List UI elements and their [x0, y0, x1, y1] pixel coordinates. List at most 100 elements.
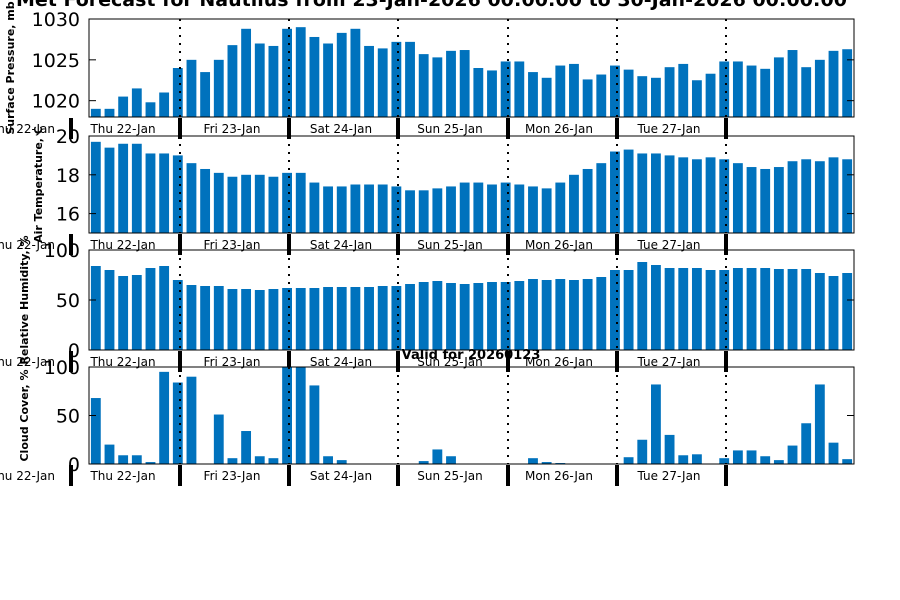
valid-date-subtitle: Valid for 20260123 [402, 348, 541, 363]
bar [582, 168, 593, 233]
bar [651, 77, 661, 117]
bar [773, 460, 784, 464]
bar [828, 276, 839, 350]
bar [295, 27, 306, 118]
bar [186, 163, 197, 233]
bar [541, 77, 552, 117]
bar [801, 423, 812, 464]
bar [418, 54, 429, 117]
bar [651, 153, 661, 233]
bar [104, 108, 115, 117]
bar [159, 371, 170, 464]
bar [336, 32, 347, 117]
bar [254, 290, 265, 350]
bar [268, 458, 279, 464]
bar [432, 281, 443, 350]
bar [268, 289, 279, 350]
x-day-label: Mon 26-Jan [525, 469, 593, 483]
bar [500, 182, 511, 233]
bar [391, 286, 402, 350]
bar [418, 461, 429, 464]
bar [500, 282, 511, 350]
bar [241, 174, 252, 233]
x-day-label: Thu 22-Jan [89, 238, 155, 252]
bar [159, 266, 170, 350]
x-day-label: Tue 27-Jan [636, 469, 700, 483]
bar [391, 186, 402, 233]
bar [487, 184, 497, 233]
bar [528, 458, 538, 464]
bar [637, 262, 648, 350]
bar [309, 288, 320, 350]
bar [282, 28, 292, 117]
bar [118, 455, 129, 464]
x-day-label: Fri 23-Jan [204, 238, 261, 252]
bar [746, 450, 757, 464]
bar [569, 174, 579, 233]
bar [446, 456, 456, 464]
bar [241, 431, 252, 464]
x-offpanel-label: Thu 22-Jan [0, 238, 55, 252]
bar [691, 80, 702, 117]
bar [200, 168, 211, 233]
bar [131, 143, 142, 233]
x-day-label: Fri 23-Jan [204, 469, 261, 483]
bar [323, 43, 333, 117]
bar [131, 275, 142, 350]
bar [582, 79, 593, 117]
bar [241, 28, 252, 117]
bar [172, 382, 183, 464]
x-day-label: Mon 26-Jan [525, 355, 593, 369]
bar [610, 65, 620, 117]
bar [623, 69, 634, 117]
x-day-label: Sun 25-Jan [417, 122, 482, 136]
bar [104, 444, 115, 464]
bar [664, 67, 675, 117]
bar [377, 286, 388, 350]
y-axis-label: Relative Humidity, % [18, 235, 31, 364]
bar [787, 161, 798, 233]
bar [500, 61, 511, 117]
bar [801, 269, 812, 350]
bar [705, 270, 716, 350]
bar [268, 176, 279, 233]
bar [541, 462, 552, 464]
x-day-label: Tue 27-Jan [636, 355, 700, 369]
y-tick-label: 100 [44, 240, 80, 262]
bar [336, 460, 347, 464]
x-day-label: Thu 22-Jan [89, 355, 155, 369]
bar [514, 281, 525, 350]
x-day-label: Sun 25-Jan [417, 238, 482, 252]
bar [582, 279, 593, 350]
bar [569, 280, 579, 350]
bar [773, 57, 784, 117]
bar [159, 92, 170, 117]
bar [610, 270, 620, 350]
bar [842, 459, 853, 464]
bar [596, 74, 607, 117]
bar [473, 283, 484, 350]
bar [678, 63, 689, 117]
bar [773, 269, 784, 350]
bar [773, 167, 784, 233]
bar [391, 41, 402, 118]
bar [159, 153, 170, 233]
y-tick-label: 18 [56, 165, 80, 187]
x-day-label: Tue 27-Jan [636, 238, 700, 252]
bar [664, 268, 675, 350]
bar [213, 286, 224, 350]
y-axis-label: Air Temperature, C [32, 126, 45, 243]
bar [254, 174, 265, 233]
bar [842, 49, 853, 117]
bar [787, 269, 798, 350]
bar [705, 73, 716, 117]
y-tick-label: 50 [56, 290, 80, 312]
bar [227, 45, 238, 117]
bar [842, 159, 853, 233]
bar [459, 182, 470, 233]
bar [350, 28, 361, 117]
bar [610, 151, 620, 233]
axes-frame [88, 18, 855, 118]
bar [295, 288, 306, 350]
